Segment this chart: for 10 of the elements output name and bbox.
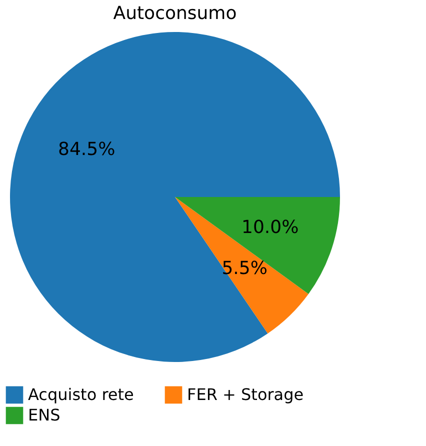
data-label: 10.0% bbox=[242, 216, 299, 238]
legend-label: ENS bbox=[28, 406, 60, 424]
pie-slice bbox=[175, 197, 340, 294]
legend-label: FER + Storage bbox=[187, 384, 304, 404]
data-label: 84.5% bbox=[58, 139, 116, 160]
legend-label: Acquisto rete bbox=[28, 384, 134, 404]
chart-title: Autoconsumo bbox=[113, 3, 237, 24]
data-label: 5.5% bbox=[222, 258, 268, 279]
pie-slice bbox=[10, 32, 340, 362]
pie-slice bbox=[175, 197, 308, 334]
